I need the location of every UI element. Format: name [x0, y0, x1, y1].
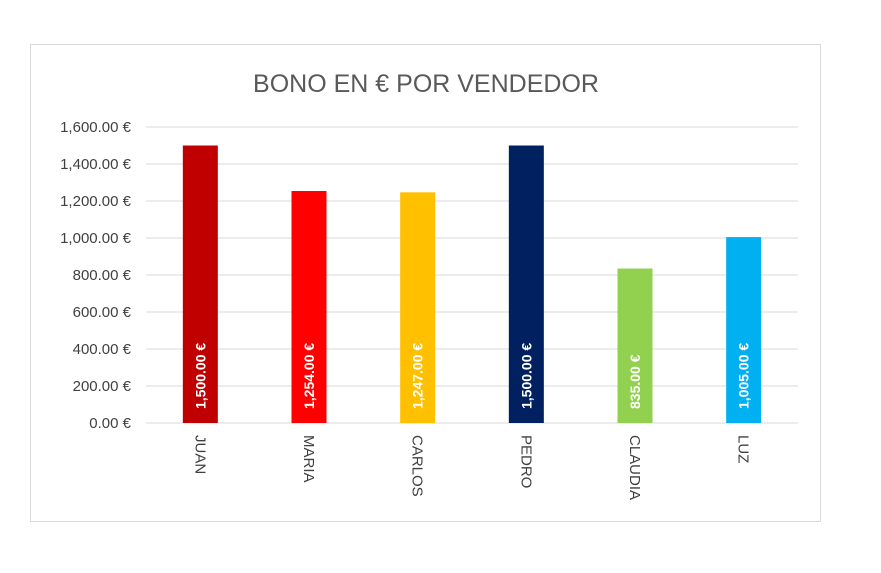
bar-pedro: [508, 145, 544, 423]
bar-maria: [291, 191, 327, 423]
y-tick-label: 200.00 €: [73, 378, 132, 395]
data-label: 1,247.00 €: [410, 343, 426, 409]
y-axis-ticks: 0.00 € 200.00 € 400.00 € 600.00 € 800.00 € 1,…: [60, 119, 132, 432]
data-label: 835.00 €: [627, 354, 643, 409]
y-tick-label: 1,000.00 €: [60, 230, 132, 247]
y-tick-label: 0.00 €: [89, 415, 131, 432]
bar-claudia: [617, 268, 653, 423]
data-label: 1,005.00 €: [736, 343, 752, 409]
bar-juan: [182, 145, 218, 423]
y-tick-label: 1,600.00 €: [60, 119, 132, 136]
bar-carlos: [400, 192, 436, 423]
y-tick-label: 600.00 €: [73, 304, 132, 321]
y-tick-label: 1,400.00 €: [60, 156, 132, 173]
y-tick-label: 800.00 €: [73, 267, 132, 284]
x-axis-ticks: JUAN MARIA CARLOS PEDRO CLAUDIA LUZ: [191, 435, 751, 500]
x-tick-label: JUAN: [191, 435, 208, 474]
chart-title: BONO EN € POR VENDEDOR: [253, 70, 599, 98]
y-tick-label: 1,200.00 €: [60, 193, 132, 210]
y-tick-label: 400.00 €: [73, 341, 132, 358]
data-label: 1,500.00 €: [518, 343, 534, 409]
data-label: 1,254.00 €: [301, 343, 317, 409]
x-tick-label: CARLOS: [409, 435, 426, 497]
bars: [182, 145, 762, 423]
data-labels: 1,500.00 € 1,254.00 € 1,247.00 € 1,500.00 €…: [192, 343, 751, 409]
x-tick-label: LUZ: [735, 435, 752, 463]
bar-luz: [726, 237, 762, 423]
x-tick-label: MARIA: [300, 435, 317, 483]
x-tick-label: PEDRO: [517, 435, 534, 488]
x-tick-label: CLAUDIA: [626, 435, 643, 500]
data-label: 1,500.00 €: [192, 343, 208, 409]
gridlines: [146, 126, 798, 424]
